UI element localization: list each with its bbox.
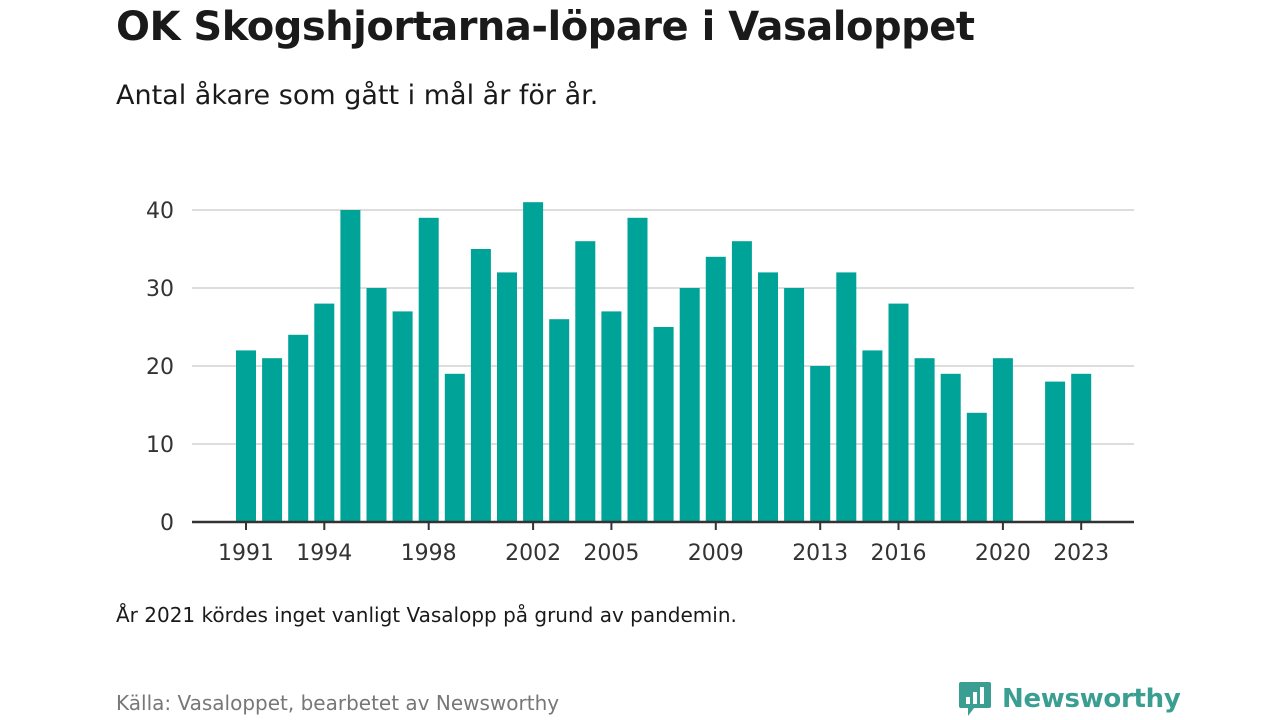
bar-1994 bbox=[314, 303, 335, 522]
y-tick-label: 20 bbox=[146, 355, 174, 380]
bar-1997 bbox=[392, 311, 413, 522]
bar-2014 bbox=[836, 272, 857, 522]
bar-1998 bbox=[418, 217, 439, 523]
bar-2015 bbox=[862, 350, 883, 522]
bar-2017 bbox=[914, 358, 935, 522]
x-tick-label: 2016 bbox=[871, 541, 927, 566]
x-tick-label: 2009 bbox=[688, 541, 744, 566]
bar-2016 bbox=[888, 303, 909, 522]
bar-2008 bbox=[679, 288, 700, 522]
x-tick-label: 2020 bbox=[975, 541, 1031, 566]
y-tick-label: 10 bbox=[146, 433, 174, 458]
bar-1999 bbox=[444, 373, 465, 522]
bar-1993 bbox=[288, 334, 309, 522]
x-tick-label: 2023 bbox=[1053, 541, 1109, 566]
bar-1996 bbox=[366, 288, 387, 522]
x-tick-label: 2013 bbox=[792, 541, 848, 566]
bar-2005 bbox=[601, 311, 622, 522]
bar-2018 bbox=[940, 373, 961, 522]
bar-2013 bbox=[810, 366, 831, 522]
bar-2000 bbox=[470, 249, 491, 522]
bar-2004 bbox=[575, 241, 596, 522]
bar-1992 bbox=[262, 358, 283, 522]
bar-1995 bbox=[340, 210, 361, 522]
bars bbox=[236, 202, 1092, 523]
bar-2010 bbox=[731, 241, 752, 522]
y-tick-label: 30 bbox=[146, 277, 174, 302]
bar-2019 bbox=[966, 412, 987, 522]
bar-2012 bbox=[784, 288, 805, 522]
axes: 0 10 20 30 40 1991 1994 1998 2002 2005 2009 2013 201… bbox=[146, 199, 1134, 566]
newsworthy-logo-icon bbox=[959, 682, 991, 716]
x-tick-label: 2005 bbox=[583, 541, 639, 566]
brand-name: Newsworthy bbox=[1002, 684, 1181, 714]
chart-note: År 2021 kördes inget vanligt Vasalopp på… bbox=[116, 603, 737, 627]
x-tick-label: 1994 bbox=[296, 541, 352, 566]
bar-1991 bbox=[236, 350, 256, 522]
x-tick-label: 2002 bbox=[505, 541, 561, 566]
bar-2020 bbox=[992, 358, 1013, 522]
y-tick-label: 0 bbox=[160, 511, 174, 536]
source-credit: Källa: Vasaloppet, bearbetet av Newswort… bbox=[116, 691, 560, 715]
y-tick-label: 40 bbox=[146, 199, 174, 224]
bar-2023 bbox=[1071, 373, 1092, 522]
bar-2003 bbox=[549, 319, 570, 522]
chart-subtitle: Antal åkare som gått i mål år för år. bbox=[116, 80, 599, 111]
brand-logo: Newsworthy bbox=[958, 680, 1181, 718]
bar-2006 bbox=[627, 217, 648, 523]
bar-2022 bbox=[1045, 381, 1066, 522]
chart-title: OK Skogshjortarna-löpare i Vasaloppet bbox=[116, 4, 975, 50]
bar-2001 bbox=[497, 272, 517, 522]
bar-2007 bbox=[653, 327, 674, 522]
bar-2009 bbox=[705, 256, 726, 522]
bar-2002 bbox=[523, 202, 544, 522]
bar-2011 bbox=[758, 272, 778, 522]
bar-chart: 0 10 20 30 40 1991 1994 1998 2002 2005 2009 2013 201… bbox=[146, 199, 1134, 566]
x-tick-label: 1991 bbox=[218, 541, 274, 566]
x-tick-label: 1998 bbox=[401, 541, 457, 566]
